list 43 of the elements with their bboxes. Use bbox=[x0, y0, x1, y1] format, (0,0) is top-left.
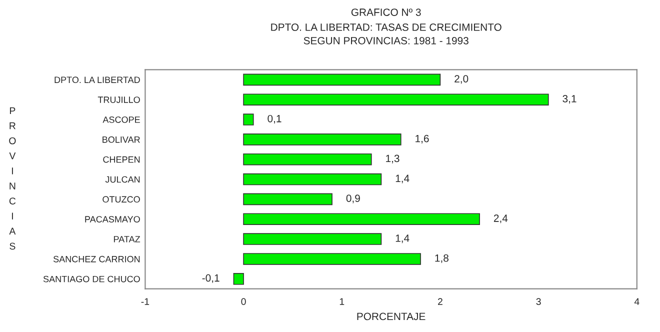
bar bbox=[243, 213, 480, 226]
x-tick-label: 4 bbox=[634, 298, 640, 305]
chart-title: GRAFICO Nº 3 bbox=[351, 8, 421, 16]
data-label: 1,6 bbox=[416, 134, 429, 144]
y-tick-label: ASCOPE bbox=[102, 116, 140, 123]
bar bbox=[233, 272, 244, 285]
bar bbox=[243, 134, 402, 146]
bar bbox=[243, 233, 382, 245]
y-tick-label: PACASMAYO bbox=[85, 216, 140, 222]
x-tick-label: 2 bbox=[438, 298, 442, 305]
bar bbox=[243, 114, 254, 126]
x-tick-label: 3 bbox=[536, 298, 541, 306]
data-label: 1,8 bbox=[435, 254, 448, 263]
x-axis-title: PORCENTAJE bbox=[357, 312, 426, 320]
bar bbox=[243, 74, 441, 86]
x-tick-label: 0 bbox=[241, 298, 246, 306]
data-label: 2,4 bbox=[494, 214, 508, 224]
y-tick-label: BOLIVAR bbox=[102, 136, 140, 143]
data-label: 1,4 bbox=[396, 234, 410, 244]
bar bbox=[243, 153, 372, 166]
data-label: 2,0 bbox=[454, 75, 468, 84]
y-tick-label: DPTO. LA LIBERTAD bbox=[54, 76, 140, 84]
bar bbox=[243, 253, 421, 265]
chart-subtitle: DPTO. LA LIBERTAD: TASAS DE CRECIMIENTO SEGUN PROVINCIAS: 1981 - 1993 bbox=[271, 24, 502, 44]
y-tick-label: TRUJILLO bbox=[98, 96, 140, 103]
text: PROVINCIAS bbox=[9, 107, 16, 250]
data-label: 0,1 bbox=[268, 114, 282, 124]
data-label: 0,9 bbox=[346, 194, 360, 204]
data-label: 3,1 bbox=[562, 95, 576, 104]
y-tick-label: SANTIAGO DE CHUCO bbox=[43, 276, 140, 282]
data-label: 1,3 bbox=[386, 154, 400, 164]
y-tick-label: PATAZ bbox=[114, 236, 140, 242]
x-tick-label: -1 bbox=[141, 298, 150, 305]
bar bbox=[243, 173, 382, 186]
y-tick-label: CHEPEN bbox=[103, 156, 140, 163]
data-label: -0,1 bbox=[202, 274, 220, 283]
x-tick-label: 1 bbox=[340, 298, 344, 305]
bar bbox=[243, 94, 549, 106]
bar bbox=[243, 193, 332, 206]
y-tick-label: JULCAN bbox=[105, 176, 140, 183]
y-tick-label: SANCHEZ CARRION bbox=[53, 256, 140, 262]
y-tick-label: OTUZCO bbox=[102, 196, 140, 203]
data-label: 1,4 bbox=[396, 174, 410, 184]
